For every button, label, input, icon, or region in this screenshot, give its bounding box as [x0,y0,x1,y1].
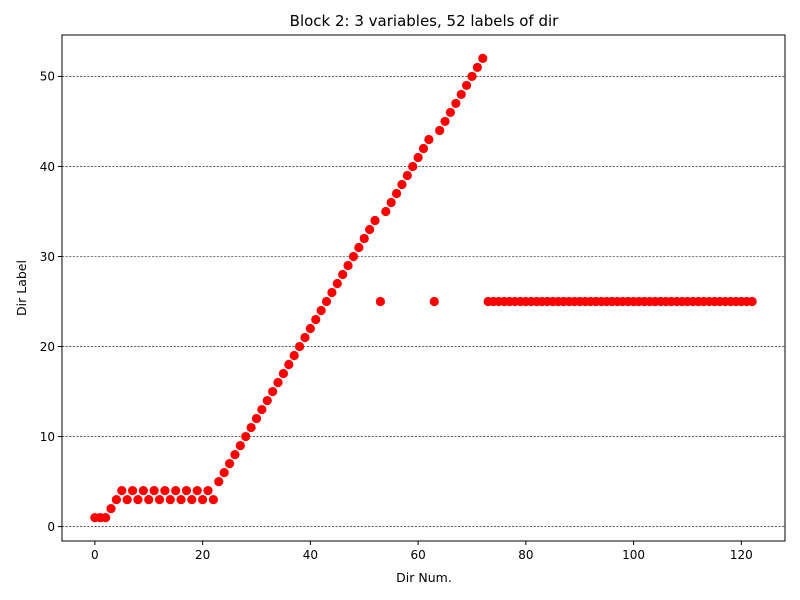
y-tick-label: 20 [40,340,55,354]
x-tick-label: 40 [303,548,318,562]
data-point [187,494,197,505]
data-point [451,98,461,109]
chart-title: Block 2: 3 variables, 52 labels of dir [290,12,560,30]
y-tick-label: 50 [40,70,55,84]
data-point [214,476,224,487]
data-point [171,485,181,496]
data-point [381,206,391,217]
data-point [311,314,321,325]
data-point [122,494,132,505]
y-tick-label: 10 [40,430,55,444]
data-point [429,296,439,307]
data-point [747,296,757,307]
data-point [386,197,396,208]
data-point [246,422,256,433]
data-point [230,449,240,460]
data-point [289,350,299,361]
data-point [181,485,192,496]
data-point [235,440,245,451]
data-point [176,494,186,505]
x-tick-label: 120 [730,548,753,562]
data-point [478,53,488,64]
x-axis-ticks: 0 20 40 60 80 100 120 [91,541,753,562]
data-point [294,341,305,352]
y-axis-label: Dir Label [14,260,29,316]
data-point [445,107,456,118]
data-point [284,359,294,370]
data-point [370,215,380,226]
grid-lines [62,76,785,527]
y-tick-label: 40 [40,160,55,174]
x-tick-label: 20 [195,548,210,562]
data-point [138,485,148,496]
data-point [348,251,359,262]
data-point [251,413,262,424]
data-point [219,467,229,478]
data-point [101,512,111,523]
data-point [165,494,175,505]
data-points [90,53,757,523]
data-point [262,395,272,406]
data-point [456,89,466,100]
data-point [440,116,450,127]
data-point [424,134,434,145]
x-tick-label: 100 [622,548,645,562]
data-point [278,368,289,379]
x-tick-label: 0 [91,548,99,562]
y-tick-label: 0 [47,520,55,534]
data-point [413,152,423,163]
data-point [111,494,122,505]
data-point [208,494,218,505]
data-point [375,296,386,307]
data-point [467,71,477,82]
data-point [268,386,278,397]
data-point [106,503,116,514]
y-axis-ticks: 0 10 20 30 40 50 [40,70,62,534]
data-point [273,377,283,388]
data-point [154,494,165,505]
data-point [117,485,127,496]
data-point [332,278,342,289]
data-point [305,323,315,334]
data-point [192,485,202,496]
data-point [203,485,213,496]
data-point [365,224,375,235]
data-point [408,161,418,172]
data-point [316,305,326,316]
data-point [300,332,310,343]
data-point [160,485,170,496]
data-point [472,62,482,73]
data-point [321,296,332,307]
data-point [198,494,208,505]
data-point [435,125,445,136]
data-point [338,269,348,280]
data-point [391,188,402,199]
x-tick-label: 60 [410,548,425,562]
data-point [144,494,154,505]
x-tick-label: 80 [518,548,533,562]
x-axis-label: Dir Num. [396,570,452,585]
data-point [257,404,267,415]
data-point [359,233,369,244]
y-tick-label: 30 [40,250,55,264]
data-point [397,179,407,190]
data-point [343,260,353,271]
plot-frame [61,34,786,542]
data-point [461,80,472,91]
data-point [354,242,364,253]
data-point [402,170,412,181]
data-point [241,431,251,442]
data-point [127,485,138,496]
data-point [418,143,429,154]
data-point [149,485,159,496]
data-point [133,494,143,505]
data-point [224,458,235,469]
data-point [327,287,337,298]
